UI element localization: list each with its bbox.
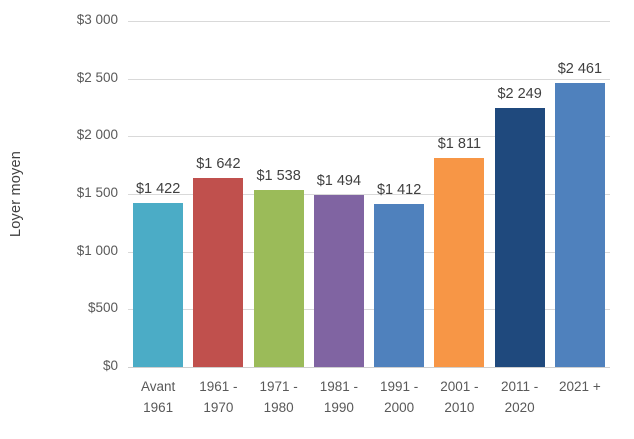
bar — [133, 203, 184, 367]
y-tick-label: $3 000 — [76, 12, 118, 27]
x-tick-label: 2021 + — [559, 379, 601, 394]
bar — [193, 177, 244, 367]
x-tick-label: Avant 1961 — [140, 379, 176, 415]
gridline — [128, 194, 610, 195]
bar-value-label: $2 249 — [497, 85, 542, 102]
y-tick-label: $2 500 — [76, 69, 118, 85]
gridline — [128, 21, 610, 22]
gridline — [128, 78, 610, 80]
x-tick-label: 2011 - 2020 — [500, 379, 539, 415]
plot-area: $1 422 $1 642 $1 538 $1 494 $1 412 $1 811 $2 2… — [128, 21, 610, 368]
x-tick-label: 1961 - 1970 — [199, 379, 238, 415]
gridline — [128, 251, 610, 253]
bar-value-label: $1 642 — [196, 155, 241, 172]
x-tick-label: 1971 - 1980 — [259, 379, 298, 415]
y-tick-label: $0 — [102, 358, 118, 373]
y-tick-label: $1 500 — [76, 185, 118, 200]
gridline — [128, 136, 610, 138]
x-tick-label: 2001 - 2010 — [440, 379, 479, 415]
bar — [554, 83, 605, 367]
bar-value-label: $1 422 — [135, 181, 181, 197]
bar — [253, 189, 304, 367]
bar-value-label: $1 412 — [376, 182, 422, 199]
bar-value-label: $1 538 — [256, 167, 301, 184]
gridline — [128, 309, 610, 311]
bar-value-label: $1 494 — [316, 172, 362, 189]
x-tick-label: 1981 - 1990 — [319, 379, 359, 415]
bar — [494, 107, 545, 367]
y-tick-label: $2 000 — [76, 127, 118, 143]
x-tick-label: 1991 - 2000 — [379, 379, 419, 415]
bar-value-label: $2 461 — [557, 61, 603, 78]
bar — [313, 194, 364, 367]
bar — [374, 204, 425, 367]
bar-value-label: $1 811 — [437, 136, 482, 153]
bar — [434, 158, 485, 367]
y-tick-label: $1 000 — [76, 242, 118, 258]
y-tick-label: $500 — [87, 300, 118, 316]
